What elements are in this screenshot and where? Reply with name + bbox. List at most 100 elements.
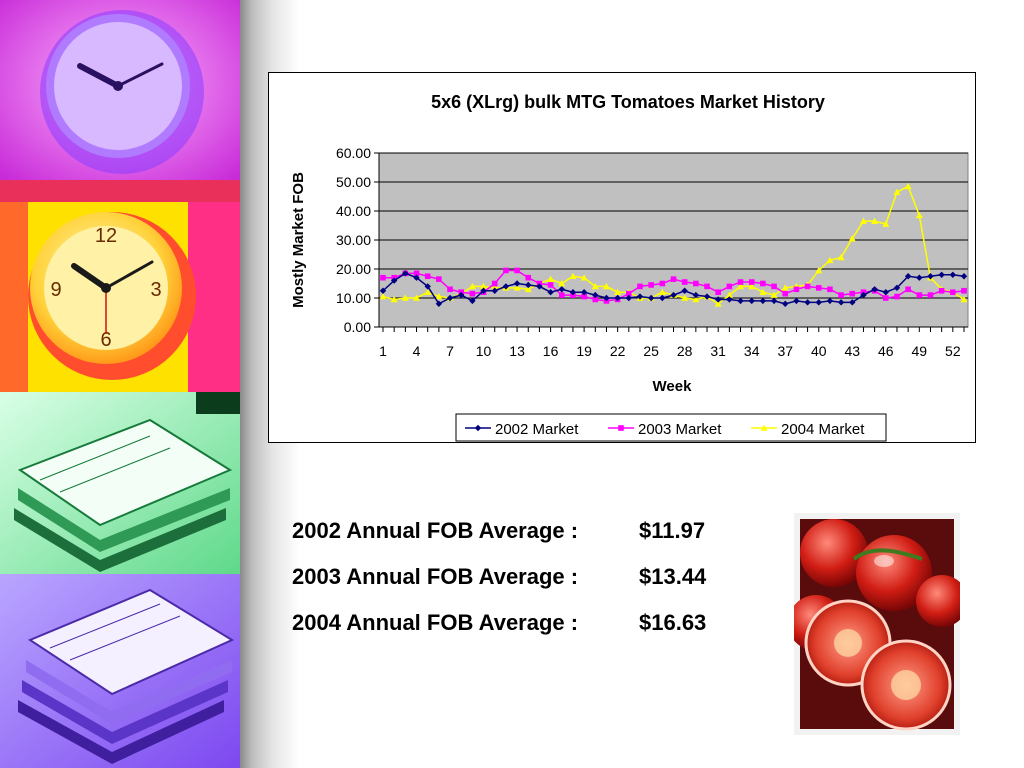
- data-point: [714, 300, 722, 307]
- data-point: [580, 289, 588, 296]
- data-point: [793, 297, 800, 305]
- data-point: [379, 287, 387, 294]
- x-tick-label: 34: [744, 343, 760, 359]
- average-label: 2002 Annual FOB Average :: [292, 518, 579, 543]
- svg-text:6: 6: [100, 329, 111, 351]
- book-stack-icon: [0, 392, 240, 574]
- chart-title: 5x6 (XLrg) bulk MTG Tomatoes Market Hist…: [431, 92, 825, 112]
- data-point: [637, 283, 643, 290]
- data-point: [402, 270, 409, 277]
- data-point: [681, 294, 689, 301]
- data-point: [469, 290, 476, 297]
- data-point: [547, 275, 555, 282]
- data-point: [503, 267, 509, 274]
- data-point: [748, 282, 756, 290]
- legend-swatch-marker: [474, 424, 482, 432]
- data-point: [882, 289, 889, 296]
- data-point: [715, 289, 721, 295]
- data-point: [413, 274, 420, 281]
- data-point: [413, 270, 420, 277]
- x-tick-label: 31: [710, 343, 726, 359]
- data-point: [726, 283, 733, 290]
- book-stack-icon: [0, 574, 240, 768]
- data-point: [424, 288, 432, 295]
- data-point: [401, 294, 409, 301]
- legend-label: 2002 Market: [495, 421, 579, 438]
- x-tick-label: 43: [844, 343, 860, 359]
- x-tick-label: 46: [878, 343, 894, 359]
- x-tick-label: 13: [509, 343, 525, 359]
- svg-text:12: 12: [95, 225, 117, 247]
- data-point: [514, 267, 520, 274]
- svg-text:9: 9: [50, 279, 61, 301]
- data-point: [626, 290, 632, 297]
- clock-icon: 12 3 6 9: [0, 202, 240, 392]
- data-point: [625, 294, 633, 302]
- data-point: [759, 297, 767, 305]
- data-point: [860, 291, 867, 299]
- data-point: [916, 274, 923, 281]
- data-point: [436, 276, 442, 282]
- data-point: [480, 282, 488, 290]
- data-point: [815, 299, 822, 306]
- data-point: [871, 217, 879, 224]
- y-axis-title: Mostly Market FOB: [290, 172, 307, 308]
- data-point: [893, 284, 901, 292]
- legend-item: 2002 Market: [465, 421, 579, 438]
- data-point: [704, 283, 710, 290]
- data-point: [681, 287, 688, 294]
- data-point: [826, 256, 834, 264]
- x-tick-label: 49: [912, 343, 928, 359]
- data-point: [938, 271, 945, 278]
- data-point: [893, 188, 901, 195]
- data-point: [424, 283, 431, 290]
- data-point: [458, 291, 465, 299]
- data-point: [390, 295, 398, 303]
- data-point: [804, 283, 811, 290]
- data-point: [491, 287, 498, 294]
- data-point: [770, 291, 778, 298]
- y-tick-label: 60.00: [336, 145, 371, 161]
- data-point: [659, 280, 666, 287]
- data-point: [781, 284, 789, 291]
- data-point: [826, 297, 834, 305]
- data-point: [748, 297, 755, 305]
- legend-label: 2003 Market: [638, 421, 722, 438]
- data-point: [748, 279, 755, 285]
- data-point: [725, 291, 733, 298]
- data-point: [827, 286, 833, 293]
- data-point: [849, 299, 856, 306]
- data-point: [592, 291, 599, 299]
- data-point: [491, 284, 499, 291]
- data-point: [793, 286, 800, 293]
- chart-frame: 5x6 (XLrg) bulk MTG Tomatoes Market Hist…: [268, 72, 976, 443]
- data-point: [782, 300, 789, 307]
- tomato-photo: [788, 513, 968, 735]
- average-label: 2003 Annual FOB Average :: [292, 564, 579, 589]
- data-point: [759, 288, 767, 295]
- data-point: [960, 273, 968, 280]
- x-tick-label: 37: [777, 343, 793, 359]
- data-point: [502, 283, 510, 290]
- data-point: [927, 273, 934, 280]
- data-point: [950, 289, 956, 295]
- axes: 0.00 10.00 20.00 30.00 40.00 50.00 60.00 1 4 7 10 1…: [336, 145, 968, 359]
- data-point: [468, 282, 476, 290]
- data-point: [435, 293, 443, 300]
- y-tick-label: 40.00: [336, 203, 371, 219]
- y-tick-label: 30.00: [336, 232, 371, 248]
- data-point: [558, 280, 566, 287]
- average-label: 2004 Annual FOB Average :: [292, 610, 579, 635]
- data-point: [771, 283, 777, 290]
- data-point: [904, 273, 912, 280]
- x-tick-label: 10: [476, 343, 492, 359]
- data-point: [815, 266, 823, 274]
- x-tick-label: 28: [677, 343, 693, 359]
- legend-item: 2004 Market: [751, 421, 865, 438]
- data-point: [737, 282, 745, 290]
- data-point: [569, 272, 577, 280]
- x-tick-label: 25: [643, 343, 659, 359]
- decorative-collage: 12 3 6 9: [0, 0, 240, 768]
- data-point: [804, 299, 811, 306]
- data-point: [648, 282, 654, 288]
